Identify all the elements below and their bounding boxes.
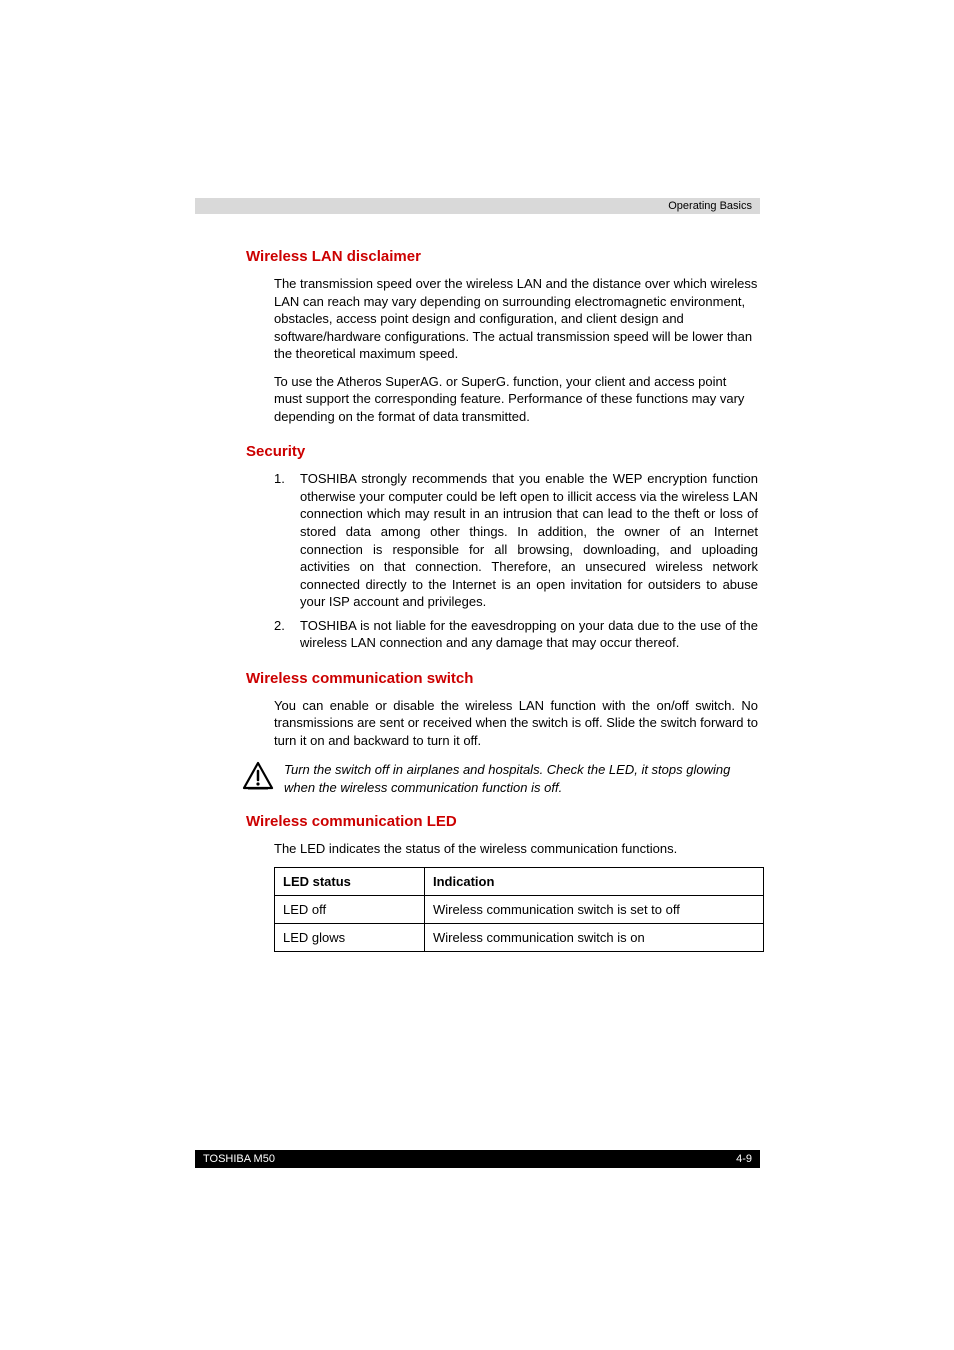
footer-page-number: 4-9 bbox=[736, 1153, 752, 1165]
security-list: TOSHIBA strongly recommends that you ena… bbox=[274, 470, 758, 651]
heading-security: Security bbox=[246, 443, 758, 460]
security-item-1: TOSHIBA strongly recommends that you ena… bbox=[274, 470, 758, 610]
cell-indication: Wireless communication switch is set to … bbox=[425, 896, 764, 924]
th-indication: Indication bbox=[425, 868, 764, 896]
header-section-label: Operating Basics bbox=[668, 200, 752, 212]
switch-paragraph: You can enable or disable the wireless L… bbox=[274, 697, 758, 750]
caution-icon bbox=[242, 761, 274, 796]
heading-led: Wireless communication LED bbox=[246, 813, 758, 830]
cell-led-status: LED glows bbox=[275, 924, 425, 952]
caution-block: Turn the switch off in airplanes and hos… bbox=[246, 761, 758, 796]
table-row: LED glows Wireless communication switch … bbox=[275, 924, 764, 952]
heading-disclaimer: Wireless LAN disclaimer bbox=[246, 248, 758, 265]
caution-text: Turn the switch off in airplanes and hos… bbox=[284, 761, 758, 796]
disclaimer-paragraph-1: The transmission speed over the wireless… bbox=[274, 275, 758, 363]
cell-led-status: LED off bbox=[275, 896, 425, 924]
led-status-table: LED status Indication LED off Wireless c… bbox=[274, 867, 764, 952]
page-footer-bar: TOSHIBA M50 4-9 bbox=[195, 1150, 760, 1168]
security-item-2: TOSHIBA is not liable for the eavesdropp… bbox=[274, 617, 758, 652]
table-header-row: LED status Indication bbox=[275, 868, 764, 896]
disclaimer-paragraph-2: To use the Atheros SuperAG. or SuperG. f… bbox=[274, 373, 758, 426]
cell-indication: Wireless communication switch is on bbox=[425, 924, 764, 952]
page-content: Wireless LAN disclaimer The transmission… bbox=[246, 248, 758, 952]
led-intro: The LED indicates the status of the wire… bbox=[274, 840, 758, 858]
table-row: LED off Wireless communication switch is… bbox=[275, 896, 764, 924]
th-led-status: LED status bbox=[275, 868, 425, 896]
page-header-bar: Operating Basics bbox=[195, 198, 760, 214]
heading-switch: Wireless communication switch bbox=[246, 670, 758, 687]
footer-model: TOSHIBA M50 bbox=[203, 1153, 275, 1165]
